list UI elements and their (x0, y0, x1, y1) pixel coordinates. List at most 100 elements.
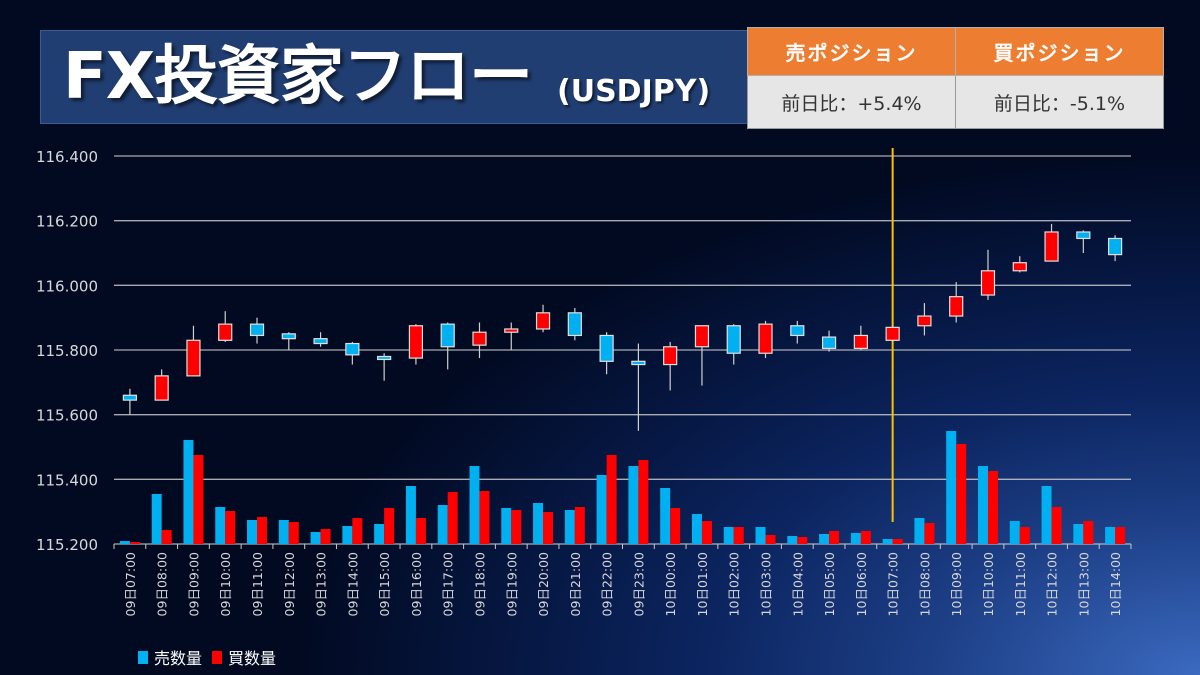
buy-volume-bar (352, 518, 363, 544)
y-tick-label: 116.200 (36, 213, 98, 231)
x-tick-label: 09日09:00 (186, 552, 201, 616)
title-banner: FX投資家フロー (USDJPY) (40, 30, 748, 124)
chart-legend: 売数量 買数量 (138, 645, 276, 669)
buy-volume-bar (1115, 527, 1126, 544)
buy-volume-bar (384, 508, 395, 544)
sell-volume-bar (787, 536, 798, 544)
sell-volume-bar (691, 514, 702, 544)
sell-volume-bar (278, 520, 289, 544)
candle-body (726, 325, 741, 354)
legend-label-sell: 売数量 (154, 649, 203, 668)
x-tick-label: 10日03:00 (759, 552, 774, 616)
buy-volume-bar (288, 522, 299, 544)
buy-volume-bar (574, 507, 585, 544)
sell-volume-bar (850, 533, 861, 544)
buy-volume-bar (638, 460, 649, 544)
buy-volume-bar (987, 471, 998, 544)
candle-body (567, 312, 582, 337)
x-tick-label: 09日08:00 (155, 552, 170, 616)
buy-volume-bar (1051, 507, 1062, 544)
candle-body (790, 325, 805, 337)
buy-volume-bar (765, 535, 776, 544)
x-tick-label: 10日07:00 (886, 552, 901, 616)
sell-volume-bar (215, 507, 226, 544)
buy-volume-bar (193, 455, 204, 544)
sell-volume-bar (119, 541, 130, 544)
sell-volume-bar (469, 466, 480, 544)
x-tick-label: 09日12:00 (282, 552, 297, 616)
buy-position-change: 前日比：-5.1% (955, 75, 1164, 129)
candle-body (1012, 262, 1027, 272)
candle-body (186, 339, 201, 377)
sell-volume-bar (628, 466, 639, 544)
x-tick-label: 09日14:00 (345, 552, 360, 616)
y-tick-label: 116.000 (36, 277, 98, 295)
x-tick-label: 09日07:00 (123, 552, 138, 616)
sell-volume-bar (755, 527, 766, 544)
sell-volume-bar (819, 534, 830, 544)
x-tick-label: 09日21:00 (568, 552, 583, 616)
y-tick-label: 115.800 (36, 342, 98, 360)
candle-body (980, 270, 996, 296)
sell-volume-bar (405, 486, 416, 544)
x-tick-label: 09日15:00 (377, 552, 392, 616)
sell-volume-bar (151, 494, 162, 544)
sell-volume-bar (374, 524, 385, 544)
legend-label-buy: 買数量 (228, 649, 277, 668)
buy-volume-bar (670, 508, 681, 544)
candle-body (218, 323, 233, 341)
x-tick-label: 10日05:00 (822, 552, 837, 616)
candle-body (949, 296, 964, 317)
x-tick-label: 09日19:00 (504, 552, 519, 616)
candle-body (504, 328, 519, 333)
sell-volume-bar (533, 503, 544, 544)
buy-volume-bar (511, 510, 522, 544)
sell-position-change: 前日比：+5.4% (747, 75, 956, 129)
x-tick-label: 10日00:00 (663, 552, 678, 616)
page-title: FX投資家フロー (63, 40, 533, 114)
buy-volume-bar (1019, 527, 1030, 544)
buy-volume-bar (129, 542, 140, 544)
buy-volume-bar (860, 531, 871, 544)
x-tick-label: 09日17:00 (441, 552, 456, 616)
x-tick-label: 10日09:00 (949, 552, 964, 616)
candle-body (377, 355, 392, 361)
buy-volume-bar (415, 518, 426, 544)
sell-volume-bar (1073, 524, 1084, 544)
sell-volume-bar (660, 488, 671, 544)
x-tick-label: 10日14:00 (1108, 552, 1123, 616)
candle-body (249, 323, 265, 337)
x-tick-label: 10日02:00 (727, 552, 742, 616)
x-tick-label: 10日06:00 (854, 552, 869, 616)
y-tick-label: 115.400 (36, 471, 98, 489)
buy-volume-bar (829, 531, 840, 544)
sell-volume-bar (882, 539, 893, 544)
candle-body (1076, 231, 1091, 240)
candle-body (535, 312, 551, 330)
candle-body (345, 342, 360, 356)
x-tick-label: 10日01:00 (695, 552, 710, 616)
x-tick-label: 09日20:00 (536, 552, 551, 616)
y-tick-label: 115.600 (36, 407, 98, 425)
sell-position-header: 売ポジション (747, 27, 956, 76)
sell-volume-bar (723, 527, 734, 544)
x-tick-label: 10日08:00 (917, 552, 932, 616)
buy-volume-bar (797, 537, 808, 544)
legend-swatch-sell (138, 650, 148, 664)
legend-swatch-buy (212, 650, 223, 664)
candle-body (313, 338, 328, 345)
candle-body (758, 323, 773, 354)
position-table: 売ポジション 買ポジション 前日比：+5.4% 前日比：-5.1% (747, 27, 1164, 129)
x-tick-label: 09日16:00 (409, 552, 424, 616)
candle-body (599, 334, 614, 362)
buy-volume-bar (257, 517, 268, 544)
candle-body (408, 325, 424, 359)
sell-volume-bar (501, 508, 512, 544)
buy-volume-bar (161, 530, 172, 544)
candle-body (663, 346, 678, 366)
sell-volume-bar (1041, 486, 1052, 544)
sell-volume-bar (914, 518, 925, 544)
x-tick-label: 10日11:00 (1013, 552, 1028, 616)
sell-volume-bar (977, 466, 988, 544)
sell-volume-bar (247, 520, 258, 544)
